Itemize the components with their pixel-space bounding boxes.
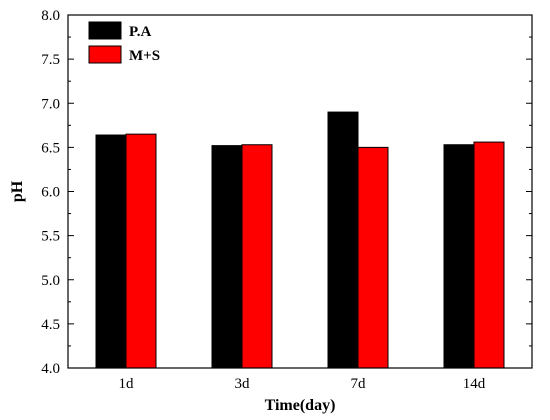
y-tick-label: 7.5 xyxy=(41,52,60,68)
y-axis-title: pH xyxy=(9,180,26,202)
y-tick-label: 6.5 xyxy=(41,140,60,156)
legend-swatch-ms xyxy=(88,45,122,64)
bar-pa-14d xyxy=(443,144,475,369)
bar-ms-7d xyxy=(357,146,389,369)
plot-frame xyxy=(67,14,533,369)
bar-pa-3d xyxy=(211,145,243,369)
bar-pa-7d xyxy=(327,111,359,369)
y-tick-label: 5.5 xyxy=(41,229,60,245)
x-tick-label-1d: 1d xyxy=(119,376,135,392)
y-tick-label: 4.5 xyxy=(41,317,60,333)
x-axis-title: Time(day) xyxy=(265,397,336,414)
bar-ms-1d xyxy=(125,133,157,369)
y-tick-label: 4.0 xyxy=(41,361,60,377)
y-tick-label: 5.0 xyxy=(41,273,60,289)
legend-label-ms: M+S xyxy=(129,48,160,64)
x-tick-label-7d: 7d xyxy=(351,376,367,392)
x-tick-label-3d: 3d xyxy=(235,376,251,392)
x-axis-ticks: 1d 3d 7d 14d xyxy=(119,362,486,392)
y-tick-label: 8.0 xyxy=(41,8,60,24)
legend: P.A M+S xyxy=(88,21,160,64)
bar-ms-14d xyxy=(473,141,505,369)
bar-ms-3d xyxy=(241,144,273,369)
y-tick-label: 6.0 xyxy=(41,185,60,201)
legend-swatch-pa xyxy=(88,21,122,40)
legend-label-pa: P.A xyxy=(129,24,152,40)
x-tick-label-14d: 14d xyxy=(463,376,486,392)
y-tick-label: 7.0 xyxy=(41,96,60,112)
bars-layer xyxy=(95,111,505,369)
bar-pa-1d xyxy=(95,134,127,369)
y-axis-ticks: 4.0 4.5 5.0 5.5 6.0 6.5 7.0 7.5 8.0 xyxy=(41,8,532,377)
